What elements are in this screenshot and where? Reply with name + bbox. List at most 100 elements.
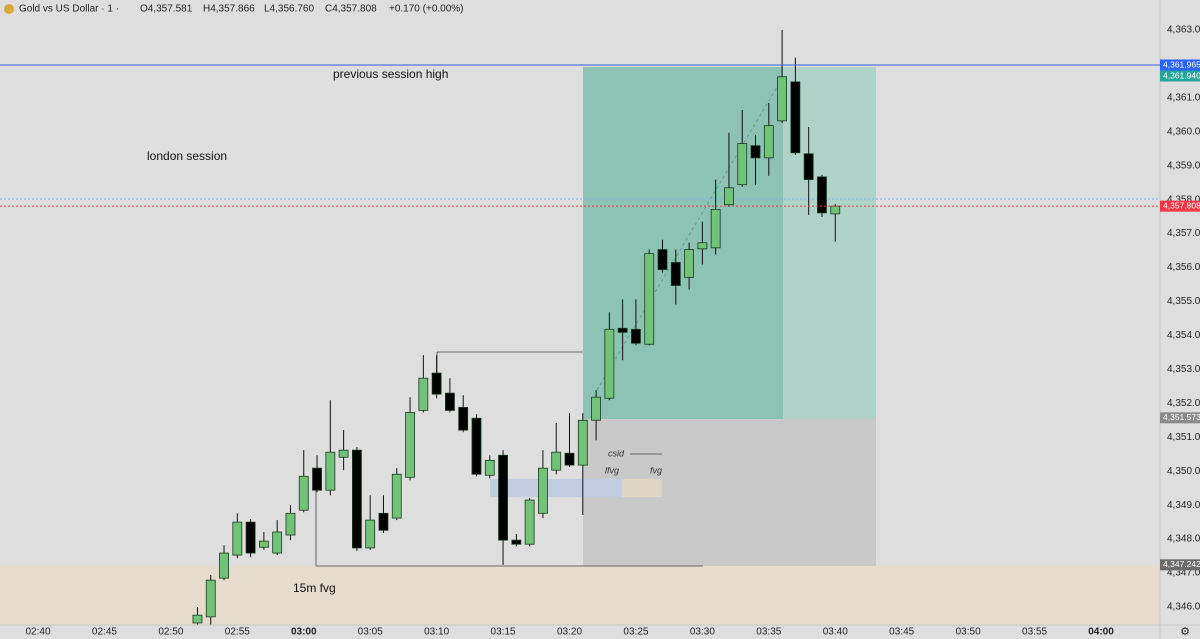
price-label-box (1160, 70, 1200, 82)
symbol-icon (4, 4, 14, 14)
x-tick-label: 03:30 (690, 627, 715, 638)
annotation: fvg (650, 465, 662, 475)
ohlc-low: L4,356.760 (264, 4, 314, 15)
candle-body (391, 473, 402, 519)
ohlc-change: +0.170 (+0.00%) (389, 4, 464, 15)
y-tick-label: 4,351.000 (1167, 432, 1200, 443)
y-tick-label: 4,349.000 (1167, 500, 1200, 511)
x-tick-label: 03:25 (623, 627, 648, 638)
y-tick-label: 4,359.000 (1167, 160, 1200, 171)
candle-body (272, 531, 283, 554)
candle-body (325, 451, 336, 491)
x-tick-label: 03:40 (823, 627, 848, 638)
price-label-box (1160, 412, 1200, 424)
candle-body (710, 209, 721, 249)
candle-body (458, 406, 469, 431)
candle-body (285, 512, 296, 536)
candle-body (551, 451, 562, 471)
candle-body (471, 417, 482, 475)
candle-body (232, 521, 243, 556)
target-zone (583, 67, 783, 419)
candle-body (750, 145, 761, 159)
x-tick-label: 02:50 (158, 627, 183, 638)
x-tick-label: 03:35 (756, 627, 781, 638)
candle-body (258, 540, 269, 548)
candle-body (644, 253, 655, 345)
candle-body (670, 262, 681, 286)
y-tick-label: 4,352.000 (1167, 398, 1200, 409)
candle-body (697, 242, 708, 250)
x-tick-label: 04:00 (1088, 627, 1114, 638)
x-tick-label: 03:50 (956, 627, 981, 638)
candle-body (484, 459, 495, 476)
fvg-box (622, 479, 662, 497)
y-tick-label: 4,357.000 (1167, 228, 1200, 239)
candle-body (617, 327, 628, 333)
x-tick-label: 03:45 (889, 627, 914, 638)
y-tick-label: 4,358.000 (1167, 194, 1200, 205)
x-tick-label: 03:00 (291, 627, 317, 638)
y-tick-label: 4,346.000 (1167, 602, 1200, 613)
annotation: london session (147, 149, 227, 163)
x-tick-label: 03:15 (491, 627, 516, 638)
y-tick-label: 4,361.000 (1167, 92, 1200, 103)
fvg-zone (0, 566, 1160, 625)
candle-body (192, 614, 203, 624)
symbol[interactable]: Gold vs US Dollar · 1 · (19, 4, 119, 15)
candle-body (777, 76, 787, 122)
candle-body (538, 467, 548, 514)
candle-body (724, 187, 734, 206)
candle-body (405, 412, 415, 478)
trend-line (596, 76, 784, 391)
candle-body (312, 467, 322, 491)
y-tick-label: 4,360.000 (1167, 126, 1200, 137)
candle-body (631, 328, 641, 344)
candle-body (365, 519, 376, 549)
candle-body (604, 328, 615, 399)
y-tick-label: 4,353.000 (1167, 364, 1200, 375)
candle-body (577, 419, 588, 466)
ohlc-high: H4,357.866 (203, 4, 255, 15)
candle-body (431, 372, 442, 395)
x-tick-label: 03:05 (358, 627, 383, 638)
candle-body (591, 396, 601, 421)
candle-body (511, 539, 522, 545)
price-label: 4,361.965 (1163, 59, 1200, 69)
y-tick-label: 4,347.000 (1167, 568, 1200, 579)
x-tick-label: 02:45 (92, 627, 117, 638)
x-tick-label: 02:55 (225, 627, 250, 638)
annotation: lfvg (605, 465, 619, 475)
candle-body (245, 521, 256, 554)
candle-body (737, 143, 748, 186)
lfvg-box (490, 479, 622, 497)
y-tick-label: 4,363.000 (1167, 25, 1200, 36)
candle-body (763, 125, 774, 159)
x-tick-label: 03:10 (424, 627, 449, 638)
candle-body (445, 392, 455, 411)
candle-body (418, 377, 429, 411)
plot (192, 29, 841, 625)
candle-body (338, 449, 349, 458)
y-tick-label: 4,348.000 (1167, 534, 1200, 545)
annotation: previous session high (333, 67, 448, 81)
candle-body (351, 449, 362, 549)
x-tick-label: 03:20 (557, 627, 582, 638)
price-label: 4,361.940 (1163, 70, 1200, 80)
candle-body (524, 499, 535, 545)
candle-body (378, 512, 389, 531)
candle-body (817, 176, 827, 214)
price-label-box (1160, 559, 1200, 571)
y-tick-label: 4,354.000 (1167, 330, 1200, 341)
x-tick-label: 03:55 (1022, 627, 1047, 638)
settings-icon[interactable]: ⚙ (1180, 626, 1190, 638)
y-tick-label: 4,350.000 (1167, 466, 1200, 477)
candle-body (657, 249, 668, 270)
candle-body (205, 579, 216, 618)
annotation: csid (608, 448, 625, 458)
y-tick-label: 4,355.000 (1167, 296, 1200, 307)
price-label-box (1160, 200, 1200, 212)
price-label: 4,357.808 (1163, 200, 1200, 210)
candle-body (564, 452, 575, 466)
candle-body (830, 205, 841, 215)
